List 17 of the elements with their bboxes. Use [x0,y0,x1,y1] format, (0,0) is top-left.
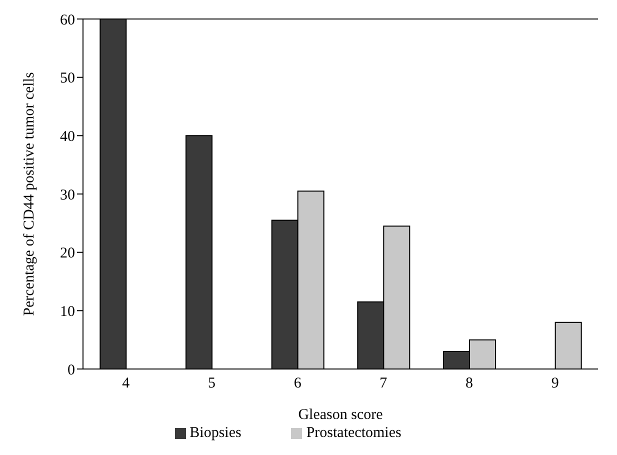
legend-label: Prostatectomies [306,425,402,441]
x-axis-title: Gleason score [298,407,384,423]
x-tick-label: 8 [466,376,473,392]
y-tick-label: 60 [60,12,75,28]
y-tick-label: 50 [60,70,75,87]
y-tick-label: 0 [68,362,75,378]
y-axis-title: Percentage of CD44 positive tumor cells [21,72,38,316]
x-tick-label: 5 [208,376,216,392]
x-tick-label: 7 [380,376,388,392]
legend-label: Biopsies [190,425,242,441]
y-tick-label: 30 [60,187,75,204]
y-tick-label: 10 [60,304,75,320]
y-tick-label: 20 [60,246,75,262]
x-tick-label: 4 [122,376,130,392]
x-tick-label: 9 [551,376,559,392]
x-tick-label: 6 [294,376,302,392]
y-tick-label: 40 [60,128,75,145]
